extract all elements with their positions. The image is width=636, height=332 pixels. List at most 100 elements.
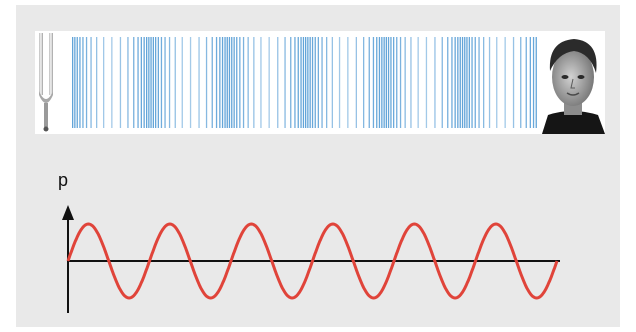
wave-bar-50 xyxy=(297,37,299,128)
wave-bar-40 xyxy=(239,37,241,128)
wave-bar-6 xyxy=(90,37,92,128)
wave-bar-20 xyxy=(155,37,157,128)
wave-bar-52 xyxy=(302,37,305,128)
wave-bar-68 xyxy=(376,37,378,128)
wave-bar-90 xyxy=(464,37,466,128)
wave-bar-18 xyxy=(150,37,152,128)
wave-bar-105 xyxy=(535,37,537,128)
wave-bar-14 xyxy=(140,37,142,128)
wave-bar-76 xyxy=(396,37,398,128)
wave-bar-103 xyxy=(529,37,531,128)
tuning-fork-icon xyxy=(39,33,53,132)
wave-bar-32 xyxy=(219,37,221,128)
wave-bar-96 xyxy=(483,37,485,128)
wave-bar-71 xyxy=(383,37,385,128)
wave-bar-66 xyxy=(368,37,370,128)
wave-bar-72 xyxy=(385,37,387,128)
wave-bar-58 xyxy=(317,37,319,128)
wave-bar-37 xyxy=(231,37,233,128)
wave-bar-63 xyxy=(347,37,349,128)
wave-bar-61 xyxy=(331,37,333,128)
wave-bar-79 xyxy=(410,37,412,128)
wave-bar-78 xyxy=(404,37,406,128)
wave-bar-10 xyxy=(119,37,122,128)
wave-bar-17 xyxy=(148,37,150,128)
wave-bar-2 xyxy=(76,37,78,128)
wave-bar-30 xyxy=(211,37,213,128)
pressure-axis-arrow xyxy=(62,205,74,220)
wave-bar-80 xyxy=(417,37,419,128)
wave-bar-102 xyxy=(525,37,527,128)
wave-bar-51 xyxy=(300,37,302,128)
wave-bar-70 xyxy=(381,37,383,128)
wave-bar-31 xyxy=(215,37,218,128)
wave-bar-53 xyxy=(305,37,307,128)
wave-bar-95 xyxy=(478,37,480,128)
wave-bar-77 xyxy=(399,37,402,128)
wave-bar-75 xyxy=(393,37,395,128)
wave-bar-12 xyxy=(133,37,135,128)
wave-bar-28 xyxy=(198,37,200,128)
wave-bar-23 xyxy=(164,37,166,128)
wave-bar-1 xyxy=(74,37,76,128)
wave-bar-104 xyxy=(532,37,535,128)
wave-bar-27 xyxy=(189,37,192,128)
wave-bar-74 xyxy=(390,37,392,128)
wave-bar-4 xyxy=(82,37,84,128)
wave-bar-100 xyxy=(512,37,515,128)
wave-bar-0 xyxy=(72,37,74,128)
wave-bar-15 xyxy=(143,37,145,128)
wave-bar-29 xyxy=(205,37,208,128)
wave-bar-3 xyxy=(79,37,81,128)
wave-bar-24 xyxy=(168,37,171,128)
wave-bar-44 xyxy=(260,37,262,128)
wave-bar-64 xyxy=(355,37,357,128)
wave-bar-69 xyxy=(378,37,381,128)
wave-bar-57 xyxy=(314,37,316,128)
wave-bar-86 xyxy=(454,37,456,128)
wave-bar-87 xyxy=(457,37,459,128)
wave-bar-33 xyxy=(221,37,224,128)
wave-bar-88 xyxy=(459,37,461,128)
wave-bar-65 xyxy=(363,37,365,128)
wave-bar-36 xyxy=(228,37,231,128)
wave-bar-97 xyxy=(488,37,491,128)
wave-bar-21 xyxy=(157,37,159,128)
wave-bar-39 xyxy=(236,37,238,128)
wave-bar-16 xyxy=(146,37,148,128)
wave-bar-38 xyxy=(233,37,235,128)
human-head-icon xyxy=(542,39,605,134)
wave-bar-59 xyxy=(321,37,323,128)
wave-bar-91 xyxy=(466,37,468,128)
wave-bar-11 xyxy=(127,37,129,128)
wave-bar-13 xyxy=(137,37,139,128)
wave-bar-62 xyxy=(338,37,341,128)
wave-bar-85 xyxy=(451,37,453,128)
wave-bar-93 xyxy=(471,37,473,128)
wave-bar-49 xyxy=(294,37,296,128)
wave-bar-83 xyxy=(441,37,443,128)
wave-bar-41 xyxy=(242,37,245,128)
wave-bar-89 xyxy=(461,37,464,128)
pressure-curve xyxy=(66,222,559,300)
wave-bar-84 xyxy=(447,37,449,128)
wave-bar-101 xyxy=(520,37,522,128)
wave-bar-45 xyxy=(268,37,270,128)
wave-bar-19 xyxy=(152,37,154,128)
wave-bar-42 xyxy=(247,37,249,128)
wave-bar-56 xyxy=(311,37,314,128)
wave-bar-94 xyxy=(474,37,476,128)
wave-bar-99 xyxy=(504,37,506,128)
wave-bar-73 xyxy=(387,37,390,128)
wave-bar-46 xyxy=(277,37,279,128)
wave-bar-5 xyxy=(85,37,88,128)
wave-bar-34 xyxy=(224,37,226,128)
wave-bar-9 xyxy=(111,37,113,128)
wave-bar-8 xyxy=(103,37,105,128)
pressure-axis-label: p xyxy=(58,170,69,190)
wave-bar-92 xyxy=(468,37,470,128)
wave-bar-98 xyxy=(496,37,498,128)
wave-bar-67 xyxy=(372,37,375,128)
wave-bar-82 xyxy=(434,37,436,128)
